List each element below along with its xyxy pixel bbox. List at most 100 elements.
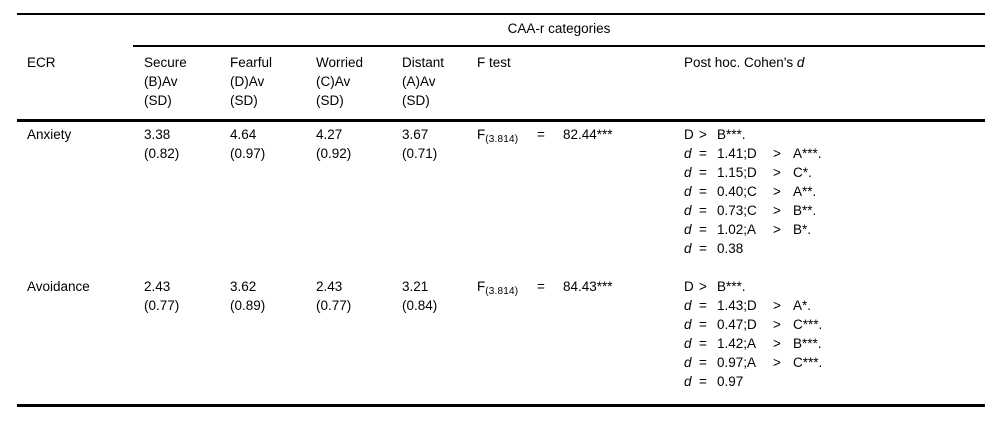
f-test-cell: F(3.814) = 84.43*** bbox=[477, 277, 682, 297]
posthoc-lhs: d bbox=[684, 165, 692, 180]
posthoc-lhs: D bbox=[684, 279, 694, 294]
sd-value: (0.77) bbox=[144, 298, 180, 313]
header-line: (SD) bbox=[230, 93, 258, 108]
posthoc-line: d = 0.38 bbox=[684, 239, 984, 258]
column-header-f-test: F test bbox=[477, 55, 511, 70]
posthoc-val: 0.73;C bbox=[717, 203, 757, 218]
header-line: (B)Av bbox=[144, 74, 178, 89]
column-header-secure: Secure (B)Av (SD) bbox=[144, 53, 226, 110]
posthoc-val: 0.47;D bbox=[717, 317, 757, 332]
posthoc-rhs: C*. bbox=[793, 165, 812, 180]
posthoc-val: B***. bbox=[717, 127, 746, 142]
posthoc-op: = bbox=[699, 146, 707, 161]
mean-sd-cell: 4.64 (0.97) bbox=[230, 125, 312, 163]
header-line: (C)Av bbox=[316, 74, 351, 89]
table-top-rule bbox=[17, 13, 985, 15]
posthoc-rhs: C***. bbox=[793, 317, 823, 332]
posthoc-op2: > bbox=[773, 146, 781, 161]
sd-value: (0.92) bbox=[316, 146, 352, 161]
posthoc-line: d = 1.43;D > A*. bbox=[684, 296, 984, 315]
equals-sign: = bbox=[537, 127, 545, 142]
f-degrees-of-freedom: (3.814) bbox=[485, 286, 519, 297]
posthoc-op2: > bbox=[773, 184, 781, 199]
posthoc-rhs: A***. bbox=[793, 146, 822, 161]
sd-value: (0.82) bbox=[144, 146, 180, 161]
f-statistic-label: F(3.814) bbox=[477, 279, 519, 297]
header-line: (A)Av bbox=[402, 74, 436, 89]
header-line: Distant bbox=[402, 55, 445, 70]
header-line: (SD) bbox=[144, 93, 172, 108]
column-header-fearful: Fearful (D)Av (SD) bbox=[230, 53, 312, 110]
header-line: (SD) bbox=[316, 93, 344, 108]
posthoc-line: D > B***. bbox=[684, 125, 984, 144]
posthoc-line: d = 1.41;D > A***. bbox=[684, 144, 984, 163]
posthoc-lhs: d bbox=[684, 374, 692, 389]
posthoc-op: = bbox=[699, 222, 707, 237]
posthoc-lhs: d bbox=[684, 336, 692, 351]
posthoc-lhs: D bbox=[684, 127, 694, 142]
posthoc-op2: > bbox=[773, 222, 781, 237]
posthoc-op: = bbox=[699, 355, 707, 370]
mean-sd-cell: 3.62 (0.89) bbox=[230, 277, 312, 315]
post-hoc-label: Post hoc. Cohen's bbox=[684, 55, 797, 70]
posthoc-op: = bbox=[699, 298, 707, 313]
posthoc-line: d = 0.73;C > B**. bbox=[684, 201, 984, 220]
posthoc-lhs: d bbox=[684, 222, 692, 237]
sd-value: (0.71) bbox=[402, 146, 438, 161]
posthoc-lhs: d bbox=[684, 184, 692, 199]
table-bottom-rule bbox=[17, 404, 985, 407]
posthoc-rhs: C***. bbox=[793, 355, 823, 370]
mean-value: 3.62 bbox=[230, 279, 257, 294]
posthoc-lhs: d bbox=[684, 241, 692, 256]
posthoc-line: d = 1.15;D > C*. bbox=[684, 163, 984, 182]
posthoc-lhs: d bbox=[684, 317, 692, 332]
posthoc-val: 0.40;C bbox=[717, 184, 757, 199]
mean-sd-cell: 2.43 (0.77) bbox=[144, 277, 226, 315]
posthoc-val: 1.42;A bbox=[717, 336, 757, 351]
column-header-post-hoc: Post hoc. Cohen's d bbox=[684, 53, 804, 72]
spanner-header-caar-categories: CAA-r categories bbox=[507, 21, 611, 36]
column-header-worried: Worried (C)Av (SD) bbox=[316, 53, 398, 110]
mean-value: 4.64 bbox=[230, 127, 257, 142]
posthoc-val: B***. bbox=[717, 279, 746, 294]
posthoc-lhs: d bbox=[684, 355, 692, 370]
posthoc-op: > bbox=[699, 127, 707, 142]
header-line: (D)Av bbox=[230, 74, 265, 89]
posthoc-rhs: B*. bbox=[793, 222, 812, 237]
mean-value: 3.38 bbox=[144, 127, 171, 142]
posthoc-lhs: d bbox=[684, 298, 692, 313]
sd-value: (0.84) bbox=[402, 298, 438, 313]
posthoc-op: = bbox=[699, 165, 707, 180]
f-value: 82.44*** bbox=[563, 127, 613, 142]
posthoc-line: d = 0.47;D > C***. bbox=[684, 315, 984, 334]
mean-value: 2.43 bbox=[144, 279, 171, 294]
f-degrees-of-freedom: (3.814) bbox=[485, 134, 519, 145]
posthoc-op: = bbox=[699, 374, 707, 389]
posthoc-rhs: B***. bbox=[793, 336, 822, 351]
posthoc-val: 0.97 bbox=[717, 374, 744, 389]
posthoc-line: d = 0.40;C > A**. bbox=[684, 182, 984, 201]
posthoc-val: 0.97;A bbox=[717, 355, 757, 370]
posthoc-lhs: d bbox=[684, 203, 692, 218]
posthoc-op: = bbox=[699, 184, 707, 199]
header-line: Secure bbox=[144, 55, 187, 70]
posthoc-line: d = 0.97;A > C***. bbox=[684, 353, 984, 372]
mean-sd-cell: 3.38 (0.82) bbox=[144, 125, 226, 163]
header-line: Worried bbox=[316, 55, 364, 70]
header-bottom-rule bbox=[17, 119, 985, 122]
posthoc-val: 1.02;A bbox=[717, 222, 757, 237]
posthoc-val: 1.41;D bbox=[717, 146, 757, 161]
posthoc-lhs: d bbox=[684, 146, 692, 161]
posthoc-rhs: A*. bbox=[793, 298, 812, 313]
posthoc-line: d = 1.02;A > B*. bbox=[684, 220, 984, 239]
column-header-distant: Distant (A)Av (SD) bbox=[402, 53, 484, 110]
column-header-ecr: ECR bbox=[27, 55, 56, 70]
posthoc-op2: > bbox=[773, 336, 781, 351]
mean-sd-cell: 4.27 (0.92) bbox=[316, 125, 398, 163]
posthoc-op2: > bbox=[773, 203, 781, 218]
posthoc-op2: > bbox=[773, 165, 781, 180]
posthoc-op2: > bbox=[773, 317, 781, 332]
spanner-underline-rule bbox=[133, 45, 985, 47]
f-test-cell: F(3.814) = 82.44*** bbox=[477, 125, 682, 145]
